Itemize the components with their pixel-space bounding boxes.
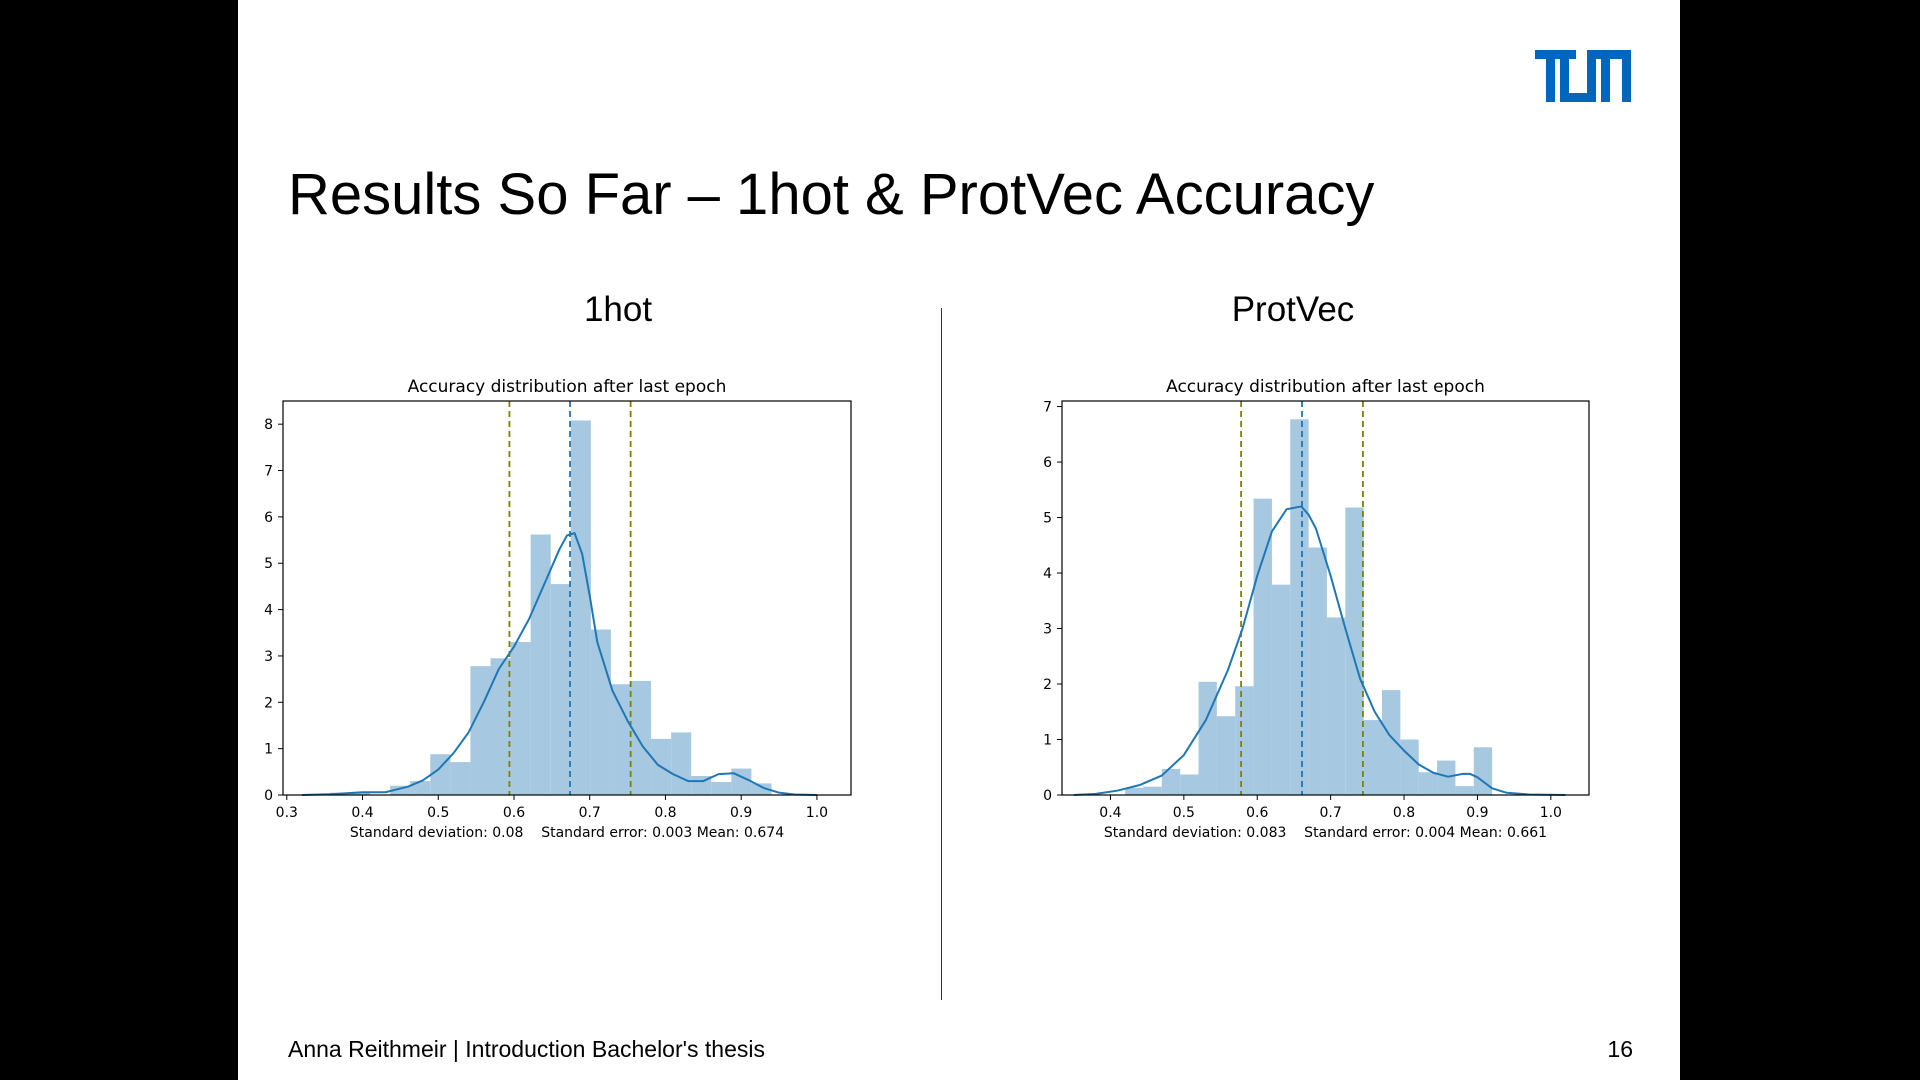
histogram-bar [490,658,511,795]
y-tick-label: 4 [1043,566,1052,582]
chart-protvec: 0.4 0.5 0.6 0.7 0.8 0.9 1.0 0 1 2 3 4 5 6 7 Accuracy di… [1043,377,1590,841]
panel-heading-1hot: 1hot [583,290,653,329]
y-tick-label: 4 [264,603,273,619]
x-tick-label: 0.7 [1320,805,1342,821]
histogram-bar [410,781,431,795]
panel-heading-protvec: ProtVec [1231,290,1355,329]
y-tick-label: 6 [264,510,273,526]
slide: Results So Far – 1hot & ProtVec Accuracy… [238,0,1680,1080]
histogram-bar [1161,768,1181,795]
histogram-bar [1216,716,1236,795]
page-number: 16 [1607,1036,1633,1062]
tum-logo [1535,50,1631,102]
x-tick-label: 0.6 [503,805,525,821]
histogram-bar [1473,747,1493,795]
y-tick-label: 5 [264,556,273,572]
chart-1hot: 0.3 0.4 0.5 0.6 0.7 0.8 0.9 1.0 0 1 2 3 4 5 6 7 8 Accurac… [264,377,852,841]
histogram-bar [1253,498,1272,795]
histogram-bar [430,754,451,795]
histogram-bar [510,642,531,795]
histogram-bar [1382,690,1401,795]
histogram-bar [450,762,471,795]
plot-frame [1061,400,1590,796]
y-tick-label: 2 [1043,677,1052,693]
histogram-bar [1271,584,1291,795]
slide-title: Results So Far – 1hot & ProtVec Accuracy [288,162,1375,227]
y-tick-label: 1 [264,742,273,758]
histogram-bar [1235,686,1254,795]
histogram-bar [1308,547,1327,795]
y-tick-label: 3 [264,649,273,665]
histogram-bar [1326,617,1346,795]
histogram-bar [671,732,692,795]
chart-stats-label: Standard deviation: 0.083 Standard error… [1104,825,1547,841]
chart-title: Accuracy distribution after last epoch [408,377,727,397]
x-tick-label: 1.0 [806,805,828,821]
histogram-bar [1143,786,1162,795]
histogram-bar [751,783,772,795]
histogram-bar [1290,419,1309,795]
y-tick-label: 8 [264,417,273,433]
y-tick-label: 1 [1043,733,1052,749]
kde-curve [301,532,817,796]
x-tick-label: 0.8 [654,805,676,821]
y-tick-label: 7 [264,464,273,480]
histogram-bar [1400,739,1419,795]
y-tick-label: 0 [264,788,273,804]
kde-curve [1073,505,1566,796]
histogram-bar [1437,760,1456,795]
chart-stats-label: Standard deviation: 0.08 Standard error:… [350,825,784,841]
histogram-bar [1345,507,1364,795]
histogram-bar [550,584,571,795]
x-tick-label: 0.9 [1466,805,1488,821]
x-tick-label: 0.5 [427,805,449,821]
histogram-bar [1455,786,1474,795]
plot-frame [282,400,852,796]
histogram-bar [1125,787,1144,795]
x-tick-label: 0.7 [579,805,601,821]
y-tick-label: 0 [1043,788,1052,804]
histogram-bar [350,792,371,795]
histogram-bar [470,666,491,795]
footer-text: Anna Reithmeir | Introduction Bachelor's… [288,1036,765,1062]
y-tick-label: 7 [1043,400,1052,416]
histogram-bar [1180,774,1199,795]
histogram-bar [390,785,411,795]
histogram-bars [1125,419,1493,795]
histogram-bar [711,782,732,795]
x-tick-label: 1.0 [1540,805,1562,821]
x-tick-label: 0.4 [351,805,373,821]
histogram-bar [630,680,652,795]
histogram-bar [610,684,631,795]
x-tick-label: 0.3 [276,805,298,821]
histogram-bar [1418,772,1438,795]
x-tick-label: 0.9 [730,805,752,821]
chart-title: Accuracy distribution after last epoch [1166,377,1485,397]
y-tick-label: 6 [1043,455,1052,471]
panel-divider [941,308,942,1000]
histogram-bar [1363,720,1383,795]
x-tick-label: 0.8 [1393,805,1415,821]
x-tick-label: 0.5 [1173,805,1195,821]
histogram-bar [570,420,591,795]
y-tick-label: 3 [1043,622,1052,638]
x-tick-label: 0.6 [1246,805,1268,821]
histogram-bars [329,420,772,795]
histogram-bar [530,534,551,795]
histogram-bar [1198,681,1217,795]
tum-logo-mark [1535,50,1631,102]
y-tick-label: 5 [1043,511,1052,527]
y-tick-label: 2 [264,695,273,711]
x-tick-label: 0.4 [1099,805,1121,821]
